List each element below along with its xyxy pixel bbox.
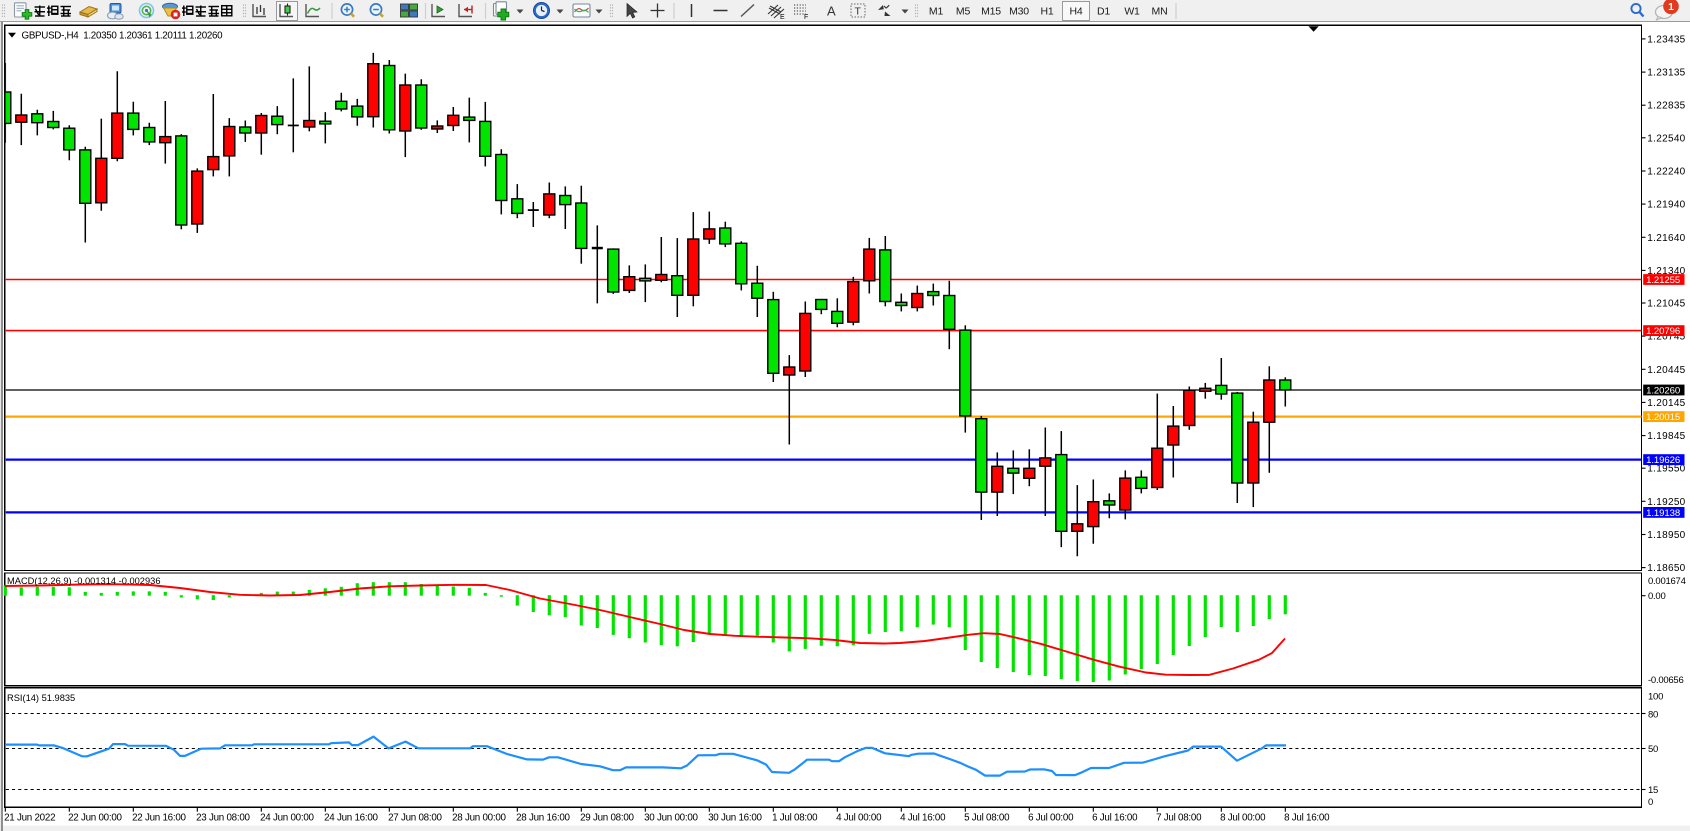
svg-text:6 Jul 16:00: 6 Jul 16:00 — [1092, 813, 1138, 824]
svg-text:24 Jun 00:00: 24 Jun 00:00 — [260, 813, 314, 824]
svg-text:M15: M15 — [981, 6, 1001, 18]
svg-text:H1: H1 — [1040, 6, 1053, 18]
svg-text:1.19845: 1.19845 — [1647, 431, 1685, 442]
svg-text:MN: MN — [1152, 6, 1168, 18]
svg-text:E: E — [780, 14, 785, 21]
svg-text:F: F — [804, 14, 808, 21]
svg-text:5 Jul 08:00: 5 Jul 08:00 — [964, 813, 1010, 824]
svg-text:0: 0 — [1648, 797, 1653, 808]
svg-text:15: 15 — [1648, 785, 1658, 796]
svg-text:7 Jul 08:00: 7 Jul 08:00 — [1156, 813, 1202, 824]
svg-text:1.20796: 1.20796 — [1646, 326, 1680, 337]
svg-text:24 Jun 16:00: 24 Jun 16:00 — [324, 813, 378, 824]
svg-text:H4: H4 — [1069, 6, 1082, 18]
svg-text:80: 80 — [1648, 709, 1658, 720]
svg-text:29 Jun 08:00: 29 Jun 08:00 — [580, 813, 634, 824]
svg-text:0.00: 0.00 — [1648, 591, 1666, 602]
svg-text:1.19250: 1.19250 — [1647, 497, 1685, 508]
svg-text:1.18950: 1.18950 — [1647, 530, 1685, 541]
svg-text:1.19626: 1.19626 — [1646, 455, 1680, 466]
svg-text:6 Jul 00:00: 6 Jul 00:00 — [1028, 813, 1074, 824]
svg-text:28 Jun 16:00: 28 Jun 16:00 — [516, 813, 570, 824]
svg-text:1.19138: 1.19138 — [1646, 508, 1680, 519]
svg-text:1.23435: 1.23435 — [1647, 34, 1685, 45]
svg-text:1.22540: 1.22540 — [1647, 133, 1685, 144]
svg-text:23 Jun 08:00: 23 Jun 08:00 — [196, 813, 250, 824]
svg-text:30 Jun 16:00: 30 Jun 16:00 — [708, 813, 762, 824]
svg-text:28 Jun 00:00: 28 Jun 00:00 — [452, 813, 506, 824]
svg-text:1.23135: 1.23135 — [1647, 68, 1685, 79]
svg-text:4 Jul 00:00: 4 Jul 00:00 — [836, 813, 882, 824]
svg-text:1.22835: 1.22835 — [1647, 101, 1685, 112]
svg-text:22 Jun 00:00: 22 Jun 00:00 — [68, 813, 122, 824]
svg-text:1.19550: 1.19550 — [1647, 464, 1685, 475]
svg-text:22 Jun 16:00: 22 Jun 16:00 — [132, 813, 186, 824]
svg-text:0.001674: 0.001674 — [1648, 576, 1686, 587]
svg-text:1: 1 — [1668, 1, 1674, 13]
svg-text:1.20745: 1.20745 — [1647, 332, 1685, 343]
svg-text:21 Jun 2022: 21 Jun 2022 — [4, 813, 55, 824]
svg-text:A: A — [827, 4, 836, 19]
svg-text:1.22240: 1.22240 — [1647, 167, 1685, 178]
svg-text:1.18650: 1.18650 — [1647, 563, 1685, 574]
svg-text:D1: D1 — [1097, 6, 1110, 18]
svg-text:1.21940: 1.21940 — [1647, 200, 1685, 211]
svg-text:-0.00656: -0.00656 — [1648, 675, 1684, 686]
svg-text:50: 50 — [1648, 744, 1658, 755]
svg-text:27 Jun 08:00: 27 Jun 08:00 — [388, 813, 442, 824]
svg-text:8 Jul 16:00: 8 Jul 16:00 — [1284, 813, 1330, 824]
svg-text:MACD(12,26,9) -0.001314 -0.002: MACD(12,26,9) -0.001314 -0.002936 — [7, 576, 161, 586]
svg-text:W1: W1 — [1124, 6, 1140, 18]
svg-text:1.21255: 1.21255 — [1646, 275, 1680, 286]
svg-text:M1: M1 — [929, 6, 944, 18]
svg-text:1.21640: 1.21640 — [1647, 233, 1685, 244]
svg-text:4 Jul 16:00: 4 Jul 16:00 — [900, 813, 946, 824]
svg-text:RSI(14) 51.9835: RSI(14) 51.9835 — [7, 693, 75, 703]
svg-text:1.20260: 1.20260 — [1646, 386, 1680, 397]
svg-text:M30: M30 — [1009, 6, 1029, 18]
svg-text:GBPUSD-,H4 1.20350 1.20361 1.: GBPUSD-,H4 1.20350 1.20361 1.20111 1.202… — [22, 31, 224, 42]
svg-text:8 Jul 00:00: 8 Jul 00:00 — [1220, 813, 1266, 824]
svg-text:1.21340: 1.21340 — [1647, 266, 1685, 277]
svg-text:1.20015: 1.20015 — [1646, 412, 1680, 423]
svg-text:100: 100 — [1648, 691, 1663, 702]
svg-text:1 Jul 08:00: 1 Jul 08:00 — [772, 813, 818, 824]
svg-text:30 Jun 00:00: 30 Jun 00:00 — [644, 813, 698, 824]
svg-text:1.20145: 1.20145 — [1647, 398, 1685, 409]
svg-text:1.20445: 1.20445 — [1647, 365, 1685, 376]
svg-text:1.21045: 1.21045 — [1647, 299, 1685, 310]
svg-text:T: T — [855, 6, 862, 18]
svg-text:M5: M5 — [956, 6, 971, 18]
